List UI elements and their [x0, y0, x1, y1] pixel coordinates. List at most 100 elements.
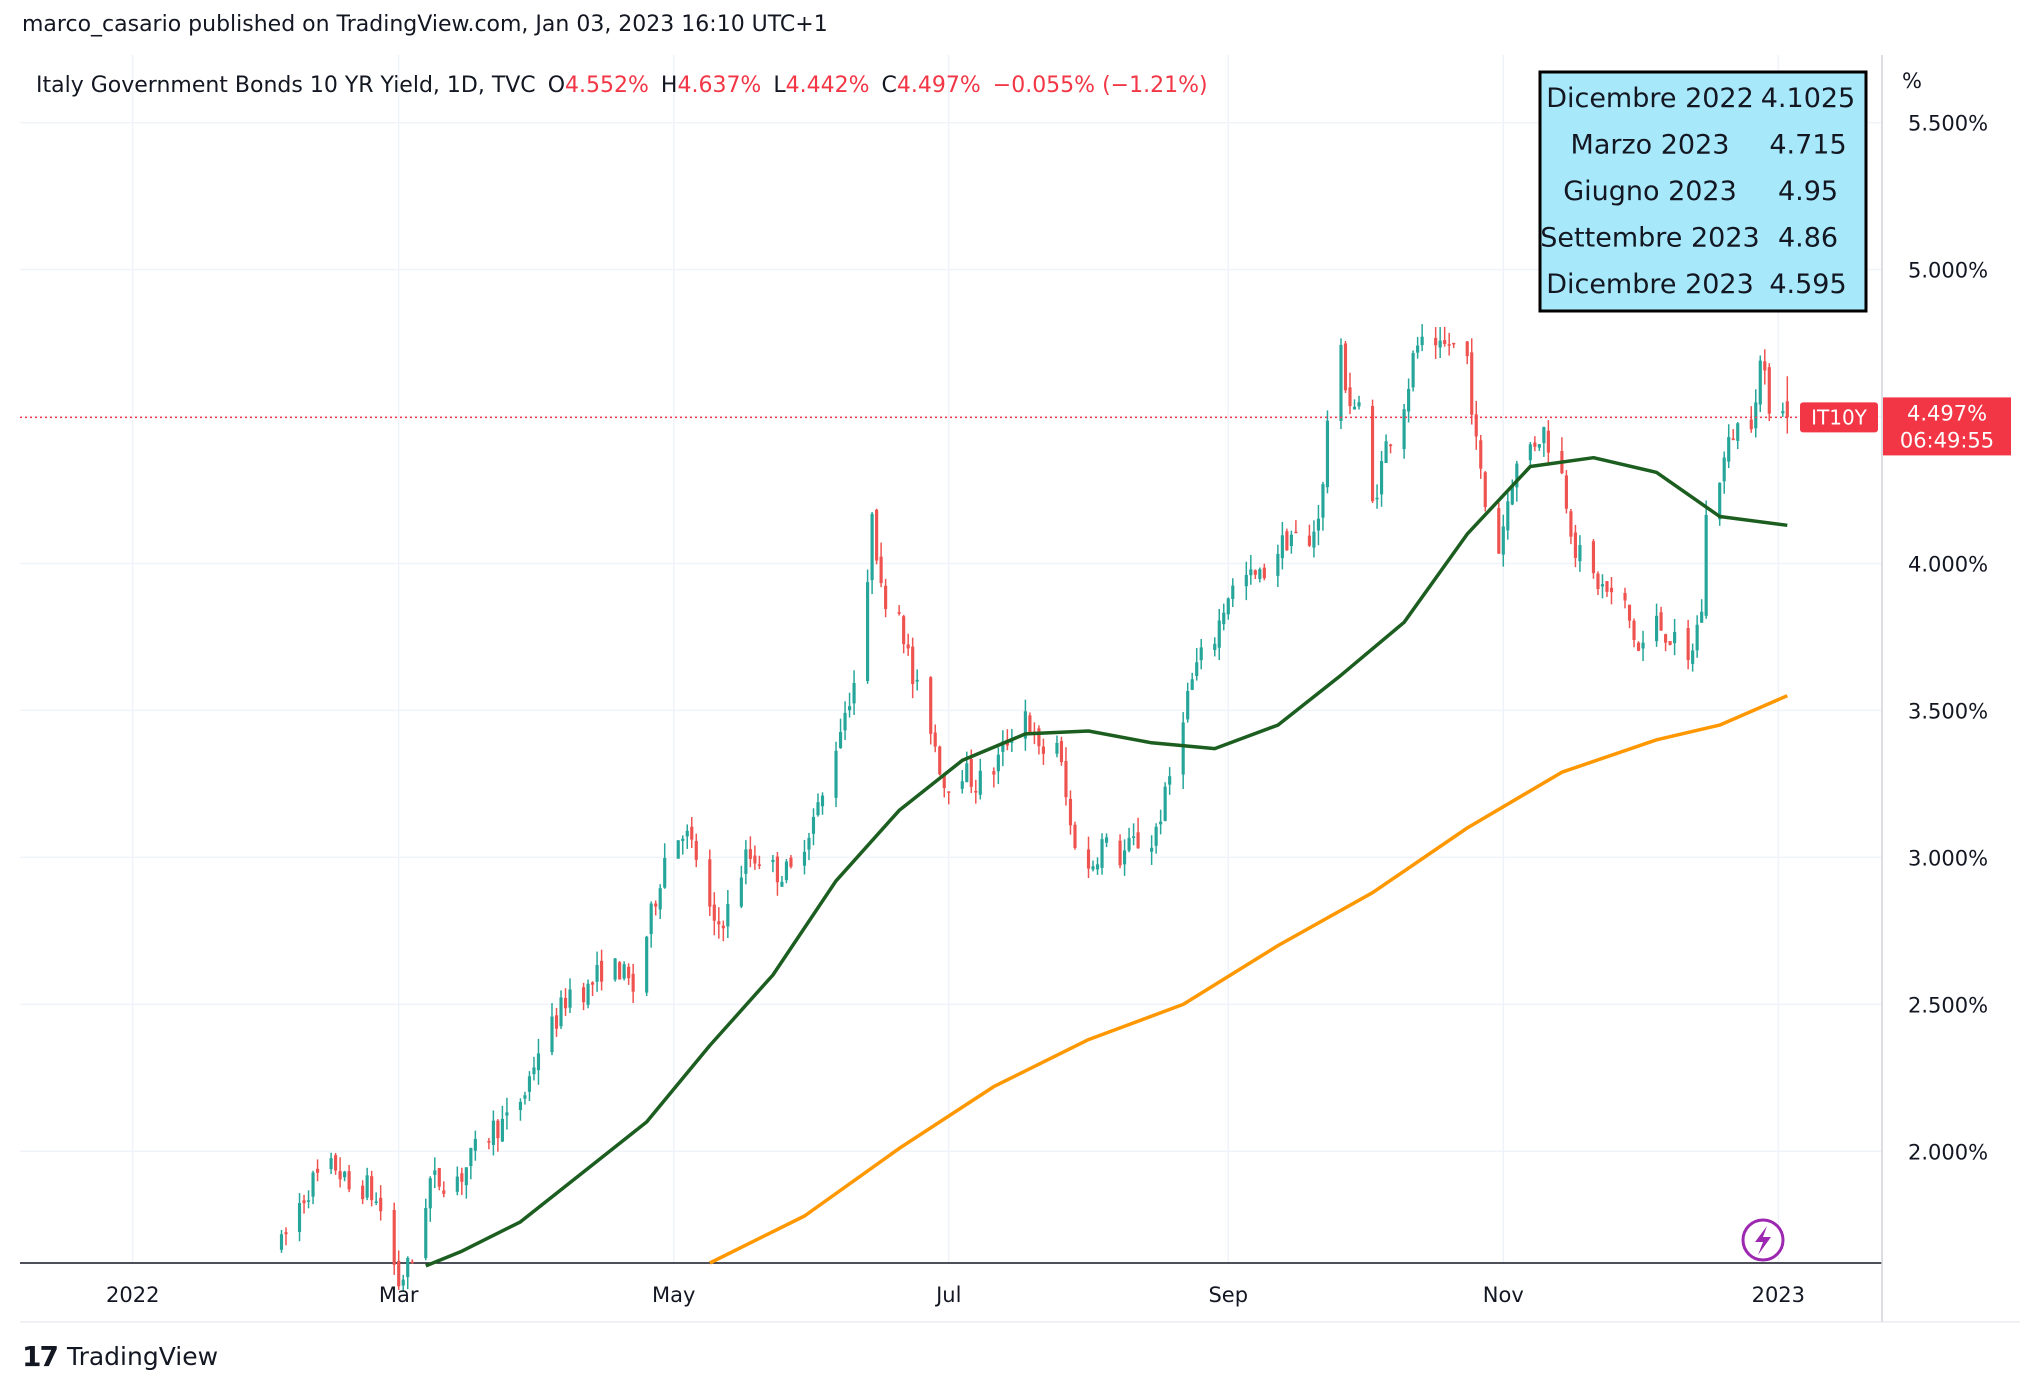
candle-body	[306, 1200, 311, 1202]
candle-body	[397, 1260, 401, 1287]
candle-body	[1181, 722, 1185, 775]
candle-body	[1483, 472, 1487, 508]
candle-body	[343, 1171, 347, 1178]
candle-body	[1253, 570, 1257, 575]
footer-brand[interactable]: 17 TradingView	[22, 1340, 218, 1373]
forecast-period: Settembre 2023	[1540, 223, 1759, 254]
candle-body	[676, 840, 680, 859]
candle-body	[1186, 690, 1190, 720]
candle-body	[996, 754, 1000, 772]
candle-body	[1591, 541, 1596, 574]
candle-body	[1154, 826, 1158, 846]
forecast-period: Dicembre 2022	[1546, 83, 1754, 114]
candle-body	[1091, 866, 1095, 870]
candle-body	[1064, 761, 1068, 798]
candle-body	[1136, 832, 1140, 849]
legend-change: −0.055% (−1.21%)	[993, 73, 1208, 98]
candle-body	[1150, 847, 1154, 852]
candle-body	[717, 921, 721, 925]
candle-body	[1636, 642, 1641, 651]
candle-body	[1416, 345, 1420, 353]
candle-body	[1537, 444, 1541, 448]
candle-body	[500, 1118, 504, 1142]
ohlc-legend: Italy Government Bonds 10 YR Yield, 1D, …	[36, 73, 1208, 98]
candle-body	[315, 1168, 320, 1173]
lightning-icon[interactable]	[1741, 1218, 1785, 1262]
candle-body	[410, 1261, 414, 1264]
candle-body	[834, 750, 838, 798]
candle-body	[1073, 824, 1077, 848]
candle-body	[685, 830, 689, 837]
candle-body	[1564, 475, 1568, 509]
candle-body	[1695, 624, 1699, 651]
candle-body	[789, 857, 793, 867]
candle-body	[361, 1185, 365, 1200]
candle-body	[1258, 569, 1262, 579]
candle-body	[1434, 337, 1438, 346]
forecast-value: 4.715	[1769, 130, 1846, 161]
candle-body	[1515, 463, 1519, 488]
candle-body	[600, 960, 604, 982]
candle-body	[838, 732, 843, 749]
candle-body	[401, 1279, 405, 1286]
forecast-table: Dicembre 2022 4.1025 Marzo 2023 4.715 Giugno…	[1538, 70, 1868, 313]
candle-body	[757, 864, 761, 866]
candle-body	[1452, 342, 1456, 345]
candle-body	[1609, 587, 1614, 593]
candle-body	[784, 861, 789, 881]
candle-body	[1785, 401, 1789, 418]
candle-body	[1041, 746, 1046, 754]
last-price-tags: IT10Y 4.497% 06:49:55	[1800, 397, 2011, 456]
candle-body	[978, 770, 982, 795]
candle-body	[1718, 482, 1722, 520]
candle-body	[1465, 341, 1469, 357]
candle-body	[1231, 585, 1235, 600]
candle-body	[933, 732, 937, 747]
price-tag-value: 4.497%	[1907, 401, 1987, 425]
candle-body	[437, 1168, 441, 1187]
candle-body	[1325, 420, 1330, 488]
candle-body	[1654, 615, 1659, 642]
candle-body	[847, 706, 852, 711]
candle-body	[586, 983, 590, 1005]
candle-body	[974, 790, 978, 793]
candle-body	[334, 1155, 338, 1171]
time-tick-label: Jul	[934, 1283, 961, 1307]
candle-body	[902, 616, 906, 645]
candle-body	[1510, 485, 1514, 505]
moving-average-short-line	[425, 455, 1788, 1268]
candle-body	[942, 775, 946, 789]
publisher-header: marco_casario published on TradingView.c…	[22, 12, 828, 37]
candle-body	[721, 925, 725, 929]
candle-body	[1627, 604, 1632, 621]
candle-body	[370, 1176, 374, 1201]
candle-body	[1443, 340, 1447, 345]
candle-body	[811, 816, 816, 834]
candle-body	[487, 1140, 491, 1143]
candle-body	[1479, 440, 1483, 469]
candle-body	[1217, 620, 1221, 648]
footer-brand-text: TradingView	[66, 1342, 219, 1371]
candle-body	[663, 857, 667, 888]
candle-body	[1686, 628, 1690, 661]
candle-body	[870, 513, 874, 581]
candle-body	[1163, 786, 1167, 821]
candle-body	[1402, 409, 1406, 450]
moving-averages	[425, 455, 1788, 1268]
candle-body	[969, 758, 973, 787]
forecast-value: 4.595	[1769, 269, 1846, 300]
candle-body	[739, 877, 743, 907]
candle-body	[1199, 647, 1203, 661]
candle-body	[911, 646, 915, 685]
symbol-tag-bg	[1800, 402, 1878, 433]
candle-body	[428, 1178, 432, 1209]
candle-body	[1343, 343, 1348, 391]
candle-body	[1763, 361, 1767, 371]
candle-body	[1339, 344, 1343, 421]
candle-body	[1276, 553, 1280, 576]
legend-symbol: Italy Government Bonds 10 YR Yield, 1D, …	[36, 73, 536, 98]
candle-body	[595, 964, 599, 982]
candle-body	[563, 997, 568, 1009]
candle-body	[816, 802, 820, 816]
